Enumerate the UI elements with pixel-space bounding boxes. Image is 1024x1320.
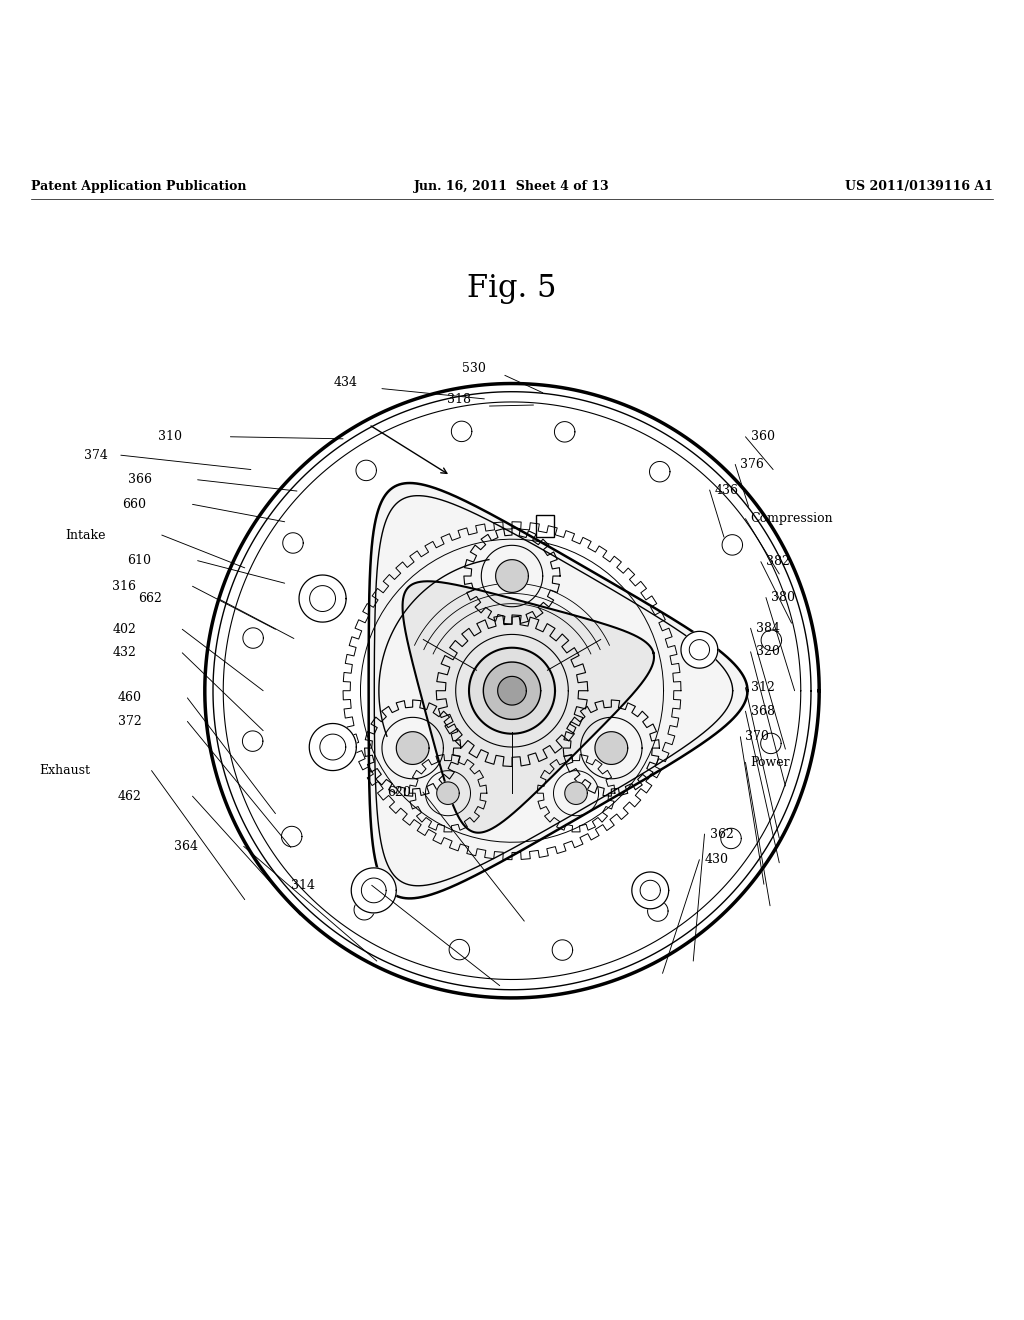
Polygon shape	[309, 723, 356, 771]
Polygon shape	[356, 461, 377, 480]
Polygon shape	[552, 940, 572, 960]
Polygon shape	[243, 731, 263, 751]
Polygon shape	[283, 533, 303, 553]
Text: 662: 662	[138, 593, 162, 605]
Polygon shape	[632, 873, 669, 909]
Polygon shape	[369, 483, 748, 899]
Text: 436: 436	[715, 483, 738, 496]
Text: 360: 360	[751, 430, 774, 444]
Text: Fig. 5: Fig. 5	[467, 273, 557, 304]
Polygon shape	[647, 900, 668, 921]
Text: 376: 376	[740, 458, 764, 471]
Polygon shape	[565, 781, 588, 804]
Text: 434: 434	[334, 376, 358, 388]
Text: 372: 372	[118, 715, 141, 727]
Text: 432: 432	[113, 647, 136, 659]
Text: Compression: Compression	[751, 512, 834, 525]
Text: 370: 370	[745, 730, 769, 743]
Text: 610: 610	[128, 554, 152, 568]
Polygon shape	[761, 733, 781, 754]
Text: 362: 362	[710, 828, 733, 841]
Polygon shape	[721, 828, 741, 849]
Text: 320: 320	[756, 645, 779, 659]
Polygon shape	[761, 630, 781, 651]
Text: 374: 374	[84, 449, 108, 462]
Text: 318: 318	[446, 393, 471, 407]
Text: 620: 620	[387, 785, 411, 799]
Text: 366: 366	[128, 474, 152, 486]
Polygon shape	[722, 535, 742, 556]
Text: US 2011/0139116 A1: US 2011/0139116 A1	[846, 181, 993, 194]
Polygon shape	[595, 731, 628, 764]
Polygon shape	[469, 648, 555, 734]
Polygon shape	[681, 631, 718, 668]
Text: Jun. 16, 2011  Sheet 4 of 13: Jun. 16, 2011 Sheet 4 of 13	[414, 181, 610, 194]
Text: 368: 368	[751, 705, 774, 718]
Polygon shape	[496, 560, 528, 593]
Text: 460: 460	[118, 692, 141, 705]
Text: 314: 314	[292, 879, 315, 892]
Polygon shape	[354, 899, 375, 920]
Polygon shape	[396, 731, 429, 764]
Text: Power: Power	[751, 756, 791, 768]
Text: 462: 462	[118, 789, 141, 803]
Text: 380: 380	[771, 591, 795, 605]
Polygon shape	[649, 462, 670, 482]
Polygon shape	[436, 781, 459, 804]
Polygon shape	[554, 421, 574, 442]
Polygon shape	[351, 867, 396, 913]
Text: 316: 316	[113, 579, 136, 593]
Text: 430: 430	[705, 853, 728, 866]
Text: Intake: Intake	[65, 528, 105, 541]
Text: 530: 530	[462, 362, 486, 375]
Text: 312: 312	[751, 681, 774, 694]
Polygon shape	[498, 676, 526, 705]
Text: 402: 402	[113, 623, 136, 636]
Text: 364: 364	[174, 840, 198, 853]
Polygon shape	[243, 628, 263, 648]
Polygon shape	[282, 826, 302, 846]
Text: 382: 382	[766, 556, 790, 568]
Polygon shape	[402, 581, 654, 833]
Text: Exhaust: Exhaust	[39, 764, 90, 777]
Polygon shape	[200, 379, 824, 1003]
Polygon shape	[452, 421, 472, 442]
Text: 310: 310	[159, 430, 182, 444]
Bar	[536, 515, 554, 537]
Text: 660: 660	[123, 498, 146, 511]
Text: 384: 384	[756, 622, 779, 635]
Polygon shape	[299, 576, 346, 622]
Polygon shape	[450, 940, 470, 960]
Text: Patent Application Publication: Patent Application Publication	[31, 181, 246, 194]
Polygon shape	[483, 663, 541, 719]
